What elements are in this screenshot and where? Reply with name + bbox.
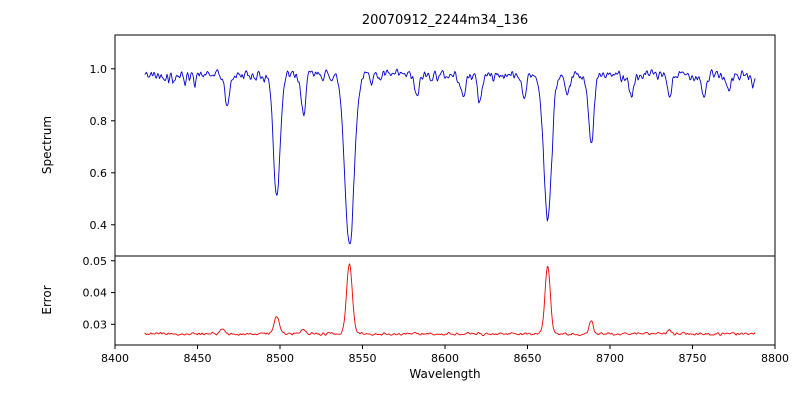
y-tick-label: 0.6 bbox=[90, 167, 108, 180]
error-curve bbox=[144, 263, 756, 337]
x-tick-label: 8600 bbox=[431, 352, 459, 365]
y-tick-label: 0.8 bbox=[90, 115, 108, 128]
panel-1-border bbox=[114, 255, 776, 346]
x-tick-label: 8800 bbox=[761, 352, 789, 365]
panel-0-border bbox=[114, 34, 776, 257]
x-tick-label: 8450 bbox=[184, 352, 212, 365]
x-axis-label: Wavelength bbox=[409, 367, 481, 381]
y-tick-label: 1.0 bbox=[90, 63, 108, 76]
y-tick-label: 0.05 bbox=[83, 255, 108, 268]
spectrum-curve bbox=[144, 68, 756, 245]
x-tick-label: 8400 bbox=[101, 352, 129, 365]
y-tick-label: 0.03 bbox=[83, 318, 108, 331]
x-tick-label: 8550 bbox=[349, 352, 377, 365]
x-tick-label: 8750 bbox=[679, 352, 707, 365]
y-tick-label: 0.04 bbox=[83, 287, 108, 300]
axes: 0.4 0.6 0.8 1.0 0.03 0.04 0.05 8400 8450 8500 8550… bbox=[83, 34, 789, 365]
x-tick-label: 8500 bbox=[266, 352, 294, 365]
x-tick-label: 8650 bbox=[514, 352, 542, 365]
chart-title: 20070912_2244m34_136 bbox=[361, 13, 529, 28]
x-tick-label: 8700 bbox=[596, 352, 624, 365]
y-tick-label: 0.4 bbox=[90, 219, 108, 232]
